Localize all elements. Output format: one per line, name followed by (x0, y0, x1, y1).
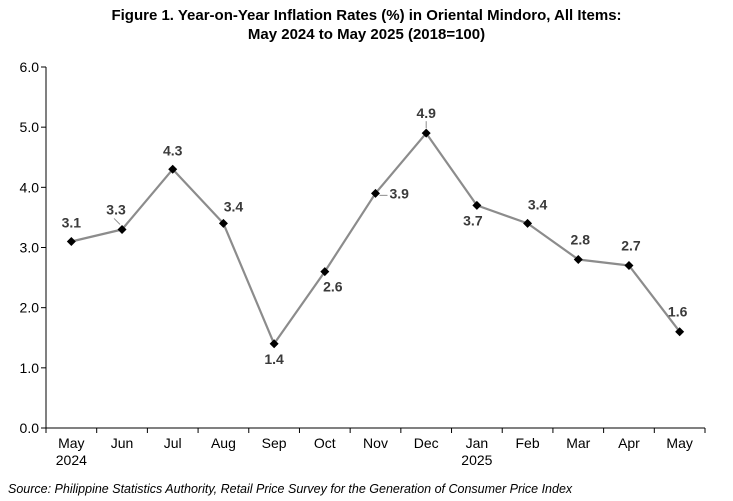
x-tick-label: May (58, 435, 84, 451)
x-year-label: 2024 (56, 452, 87, 468)
data-label: 4.9 (416, 105, 436, 121)
data-label: 3.7 (463, 212, 483, 228)
data-label: 1.6 (668, 304, 688, 320)
x-tick-label: Apr (618, 435, 640, 451)
data-point (168, 164, 178, 174)
data-point (320, 267, 330, 277)
chart-title-line-2: May 2024 to May 2025 (2018=100) (247, 26, 486, 43)
data-point (218, 218, 228, 228)
data-point (371, 188, 380, 198)
data-label: 2.8 (571, 232, 591, 248)
y-tick-label: 0.0 (20, 420, 40, 436)
x-tick-label: Feb (516, 435, 540, 451)
data-label: 4.3 (163, 142, 183, 158)
source-note: Source: Philippine Statistics Authority,… (8, 482, 573, 496)
y-tick-label: 2.0 (20, 300, 40, 316)
y-tick-label: 3.0 (20, 240, 40, 256)
data-point (472, 200, 482, 210)
y-tick-label: 6.0 (20, 59, 40, 75)
y-tick-label: 1.0 (20, 360, 40, 376)
x-tick-label: Oct (314, 435, 336, 451)
data-label: 3.3 (106, 201, 126, 217)
x-tick-label: May (666, 435, 692, 451)
x-tick-label: Nov (363, 435, 388, 451)
data-point (421, 128, 431, 138)
x-tick-label: Aug (211, 435, 236, 451)
x-tick-label: Mar (566, 435, 590, 451)
y-tick-label: 4.0 (20, 179, 40, 195)
data-point (523, 218, 533, 228)
data-point (117, 224, 127, 234)
x-year-label: 2025 (461, 452, 492, 468)
leader-line (113, 218, 121, 225)
data-point (573, 255, 583, 265)
data-label: 3.4 (224, 198, 244, 214)
data-label: 2.6 (323, 279, 343, 295)
x-tick-label: Sep (262, 435, 287, 451)
x-tick-label: Dec (414, 435, 439, 451)
y-tick-label: 5.0 (20, 119, 40, 135)
data-label: 3.9 (390, 185, 410, 201)
data-point (624, 261, 634, 271)
data-point (66, 236, 76, 246)
data-point (675, 327, 685, 337)
data-label: 3.4 (528, 196, 548, 212)
data-label: 1.4 (264, 351, 284, 367)
data-label: 2.7 (621, 238, 641, 254)
x-tick-label: Jul (164, 435, 182, 451)
chart-title-line-1: Figure 1. Year-on-Year Inflation Rates (… (111, 7, 622, 24)
data-point (269, 339, 279, 349)
data-label: 3.1 (62, 214, 82, 230)
chart-title: Figure 1. Year-on-Year Inflation Rates (… (0, 6, 733, 44)
x-tick-label: Jan (466, 435, 489, 451)
x-tick-label: Jun (111, 435, 134, 451)
